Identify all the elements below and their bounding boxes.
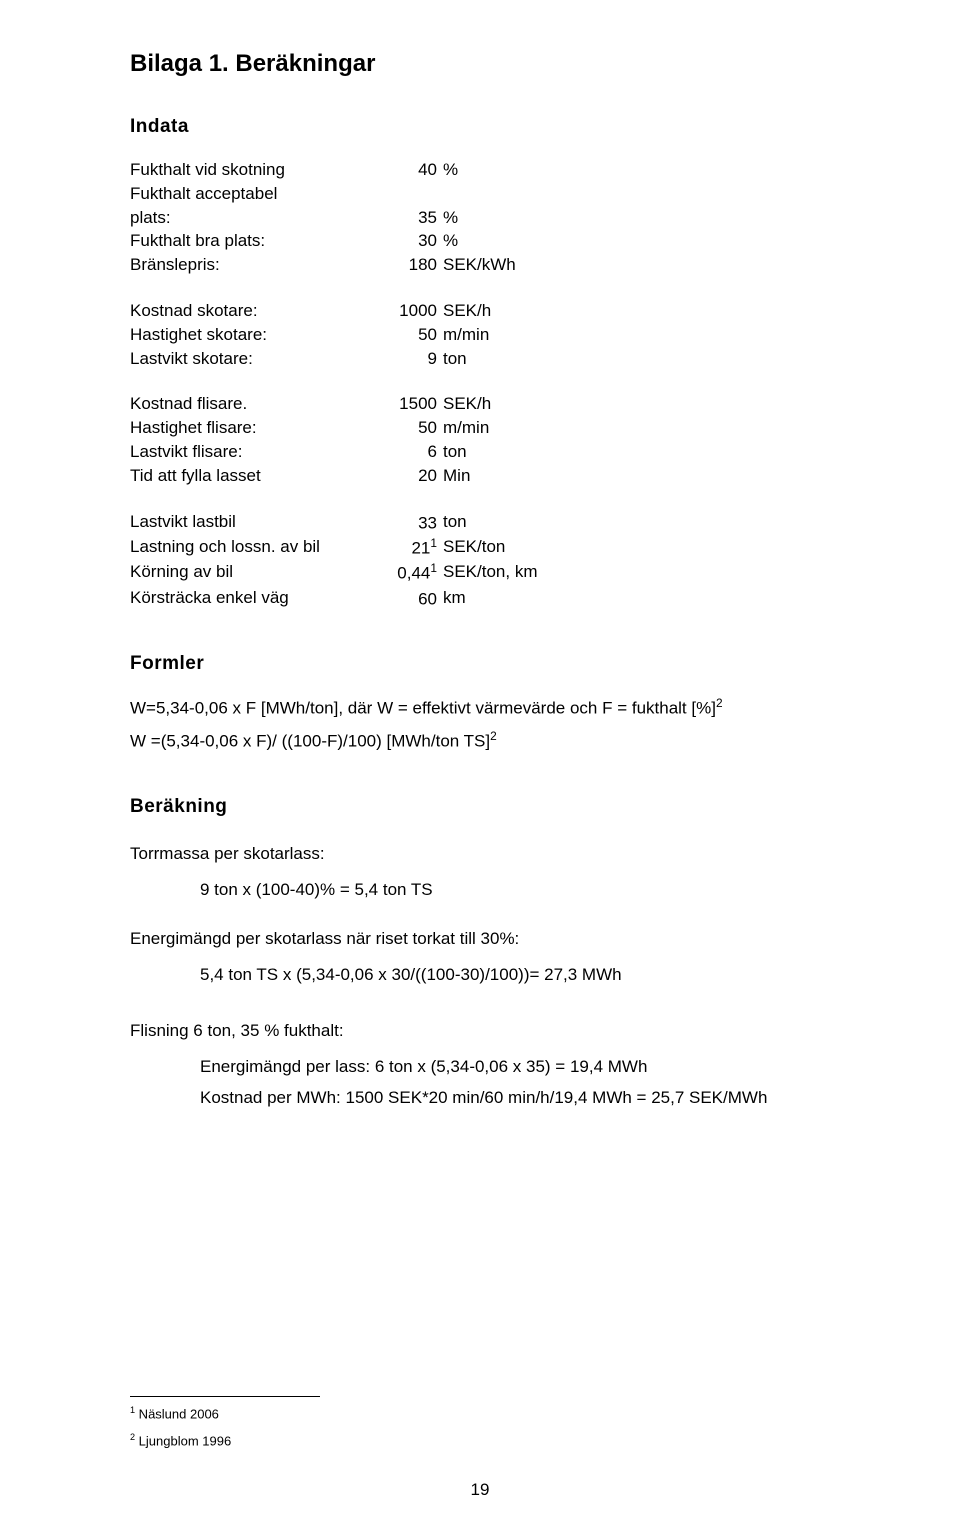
row-label: Hastighet flisare: [130,416,382,440]
page-number: 19 [0,1480,960,1500]
row-label: Fukthalt acceptabel [130,182,382,206]
row-value [382,182,437,206]
row-value: 1000 [382,299,437,323]
data-row: Körsträcka enkel väg 60 km [130,586,850,611]
data-row: Lastning och lossn. av bil 211 SEK/ton [130,535,850,560]
row-value: 60 [382,586,437,611]
row-value: 50 [382,323,437,347]
row-value: 0,441 [382,560,437,585]
row-value: 30 [382,229,437,253]
row-unit: SEK/h [437,392,491,416]
data-row: Kostnad flisare. 1500 SEK/h [130,392,850,416]
indata-block-1: Fukthalt vid skotning 40 % Fukthalt acce… [130,158,850,277]
data-row: Lastvikt lastbil 33 ton [130,510,850,535]
row-value: 211 [382,535,437,560]
row-unit [437,182,443,206]
footnote-rule [130,1396,320,1397]
indata-block-3: Kostnad flisare. 1500 SEK/h Hastighet fl… [130,392,850,487]
row-label: Kostnad flisare. [130,392,382,416]
row-value: 50 [382,416,437,440]
row-unit: m/min [437,323,489,347]
data-row: Fukthalt vid skotning 40 % [130,158,850,182]
section-indata-heading: Indata [130,116,850,138]
calc-energi-value: 5,4 ton TS x (5,34-0,06 x 30/((100-30)/1… [130,963,850,988]
row-unit: SEK/ton, km [437,560,537,585]
row-value: 1500 [382,392,437,416]
row-label: Körning av bil [130,560,382,585]
indata-block-4: Lastvikt lastbil 33 ton Lastning och los… [130,510,850,612]
page-title: Bilaga 1. Beräkningar [130,50,850,78]
row-value: 9 [382,347,437,371]
calc-flisning-line1: Energimängd per lass: 6 ton x (5,34-0,06… [130,1055,850,1080]
calc-torrmassa-value: 9 ton x (100-40)% = 5,4 ton TS [130,878,850,903]
data-row: Hastighet flisare: 50 m/min [130,416,850,440]
data-row: Hastighet skotare: 50 m/min [130,323,850,347]
row-unit: SEK/kWh [437,253,516,277]
data-row: Körning av bil 0,441 SEK/ton, km [130,560,850,585]
row-unit: m/min [437,416,489,440]
row-label: Tid att fylla lasset [130,464,382,488]
section-formler-heading: Formler [130,653,850,675]
row-unit: km [437,586,466,611]
row-value: 20 [382,464,437,488]
row-unit: % [437,229,458,253]
row-value: 35 [382,206,437,230]
row-label: Fukthalt vid skotning [130,158,382,182]
row-value: 33 [382,510,437,535]
row-unit: % [437,158,458,182]
row-label: Lastvikt skotare: [130,347,382,371]
row-value: 6 [382,440,437,464]
section-berakning-heading: Beräkning [130,796,850,818]
footnotes: 1 Näslund 2006 2 Ljungblom 1996 [130,1396,320,1458]
row-value: 40 [382,158,437,182]
data-row: Lastvikt flisare: 6 ton [130,440,850,464]
row-label: Lastning och lossn. av bil [130,535,382,560]
data-row: Fukthalt acceptabel [130,182,850,206]
data-row: Lastvikt skotare: 9 ton [130,347,850,371]
data-row: Fukthalt bra plats: 30 % [130,229,850,253]
data-row: Tid att fylla lasset 20 Min [130,464,850,488]
calc-flisning-line2: Kostnad per MWh: 1500 SEK*20 min/60 min/… [130,1086,850,1111]
data-row: Kostnad skotare: 1000 SEK/h [130,299,850,323]
data-row: plats: 35 % [130,206,850,230]
row-unit: % [437,206,458,230]
row-unit: Min [437,464,470,488]
row-unit: SEK/h [437,299,491,323]
indata-block-2: Kostnad skotare: 1000 SEK/h Hastighet sk… [130,299,850,370]
calc-energi-label: Energimängd per skotarlass när riset tor… [130,929,850,949]
formula-line-1: W=5,34-0,06 x F [MWh/ton], där W = effek… [130,695,850,721]
row-unit: ton [437,440,467,464]
formula-line-2: W =(5,34-0,06 x F)/ ((100-F)/100) [MWh/t… [130,728,850,754]
row-label: Lastvikt lastbil [130,510,382,535]
footnote-1: 1 Näslund 2006 [130,1405,320,1421]
row-label: Lastvikt flisare: [130,440,382,464]
footnote-2: 2 Ljungblom 1996 [130,1432,320,1448]
row-unit: SEK/ton [437,535,505,560]
row-label: Hastighet skotare: [130,323,382,347]
row-unit: ton [437,347,467,371]
row-value: 180 [382,253,437,277]
document-page: Bilaga 1. Beräkningar Indata Fukthalt vi… [0,0,960,1528]
row-label: Fukthalt bra plats: [130,229,382,253]
row-label: plats: [130,206,382,230]
calc-flisning-label: Flisning 6 ton, 35 % fukthalt: [130,1021,850,1041]
row-label: Körsträcka enkel väg [130,586,382,611]
data-row: Bränslepris: 180 SEK/kWh [130,253,850,277]
row-label: Kostnad skotare: [130,299,382,323]
row-label: Bränslepris: [130,253,382,277]
calc-torrmassa-label: Torrmassa per skotarlass: [130,844,850,864]
row-unit: ton [437,510,467,535]
